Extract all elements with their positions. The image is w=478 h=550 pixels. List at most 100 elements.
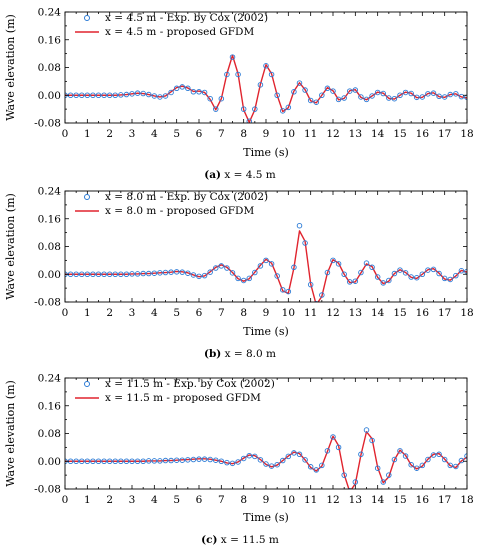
experiment-point <box>347 279 353 285</box>
experiment-point <box>464 453 467 459</box>
experiment-point <box>129 271 135 277</box>
x-tick-label: 12 <box>326 494 339 506</box>
experiment-point <box>157 458 163 464</box>
experiment-point <box>240 106 247 112</box>
x-tick-label: 10 <box>282 307 295 319</box>
experiment-point <box>268 261 275 267</box>
experiment-point <box>430 266 437 273</box>
experiment-point <box>425 456 431 463</box>
experiment-point <box>151 93 158 99</box>
y-tick-label: 0.24 <box>38 373 62 385</box>
experiment-point <box>123 271 130 278</box>
experiment-point <box>207 95 213 102</box>
y-tick-label: 0.00 <box>38 90 61 102</box>
experiment-point <box>464 268 467 275</box>
experiment-point <box>207 456 213 463</box>
x-tick-label: 13 <box>349 494 362 506</box>
experiment-point <box>447 91 454 98</box>
experiment-point <box>263 257 269 264</box>
experiment-point <box>168 89 174 96</box>
experiment-point <box>196 456 202 462</box>
experiment-point <box>402 270 409 276</box>
experiment-point <box>78 271 85 278</box>
x-tick-label: 7 <box>218 128 225 140</box>
experiment-point <box>386 95 392 101</box>
experiment-point <box>73 458 79 465</box>
experiment-point <box>313 99 320 105</box>
y-tick-label: 0.16 <box>38 213 62 225</box>
experiment-point <box>263 461 269 467</box>
panel-a: 0 1 2 3 4 5 6 7 8 9 10 11 12 13 14 15 16 17 18-0.080.000.0… <box>4 7 474 182</box>
x-tick-label: 10 <box>282 494 295 506</box>
x-tick-label: 15 <box>393 128 406 140</box>
experiment-point <box>118 458 124 465</box>
experiment-point <box>196 273 202 280</box>
experiment-point <box>352 479 359 485</box>
experiment-point <box>212 457 219 463</box>
experiment-point <box>246 452 252 459</box>
experiment-point <box>274 461 280 468</box>
x-tick-label: 12 <box>326 128 339 140</box>
x-tick-label: 8 <box>240 494 247 506</box>
experiment-point <box>402 453 409 459</box>
x-tick-label: 5 <box>173 307 180 319</box>
experiment-point <box>319 292 325 298</box>
x-axis-label: Time (s) <box>243 146 289 159</box>
experiment-point <box>101 92 107 98</box>
experiment-point <box>257 457 264 463</box>
experiment-point <box>285 453 292 460</box>
experiment-point <box>280 108 286 114</box>
experiment-point <box>84 458 91 465</box>
x-tick-label: 0 <box>62 307 69 319</box>
legend-gfdm-label: x = 11.5 m - proposed GFDM <box>105 392 261 404</box>
x-tick-label: 8 <box>240 307 247 319</box>
x-tick-label: 9 <box>263 494 270 506</box>
experiment-point <box>179 269 185 275</box>
x-tick-label: 0 <box>62 128 69 140</box>
experiment-point <box>140 90 146 97</box>
experiment-point <box>257 82 264 88</box>
experiment-point <box>296 222 303 229</box>
legend-experiment-marker <box>84 194 90 200</box>
experiment-point <box>341 95 347 101</box>
experiment-point <box>414 94 420 101</box>
experiment-point <box>441 94 448 100</box>
legend-experiment-label: x = 4.5 m - Exp. by Cox (2002) <box>105 12 268 24</box>
experiment-point <box>84 271 91 278</box>
experiment-point <box>268 71 275 78</box>
experiment-point <box>145 91 152 98</box>
experiment-point <box>246 275 252 282</box>
experiment-point <box>319 92 325 98</box>
experiment-point <box>151 458 158 464</box>
experiment-point <box>240 277 247 284</box>
panel-caption-label: (b) <box>204 348 221 360</box>
experiment-point <box>408 461 414 468</box>
experiment-point <box>123 458 130 465</box>
experiment-point <box>212 265 219 271</box>
x-tick-label: 6 <box>196 494 203 506</box>
x-tick-label: 3 <box>129 128 136 140</box>
experiment-point <box>157 94 163 100</box>
panel-caption-label: (a) <box>204 169 221 181</box>
experiment-point <box>419 271 426 278</box>
experiment-point <box>352 87 359 93</box>
experiment-point <box>185 457 191 463</box>
experiment-point <box>386 472 392 478</box>
experiment-point <box>397 448 403 454</box>
y-tick-label: 0.08 <box>38 241 61 253</box>
y-tick-label: -0.08 <box>34 297 61 309</box>
y-tick-label: 0.16 <box>38 34 62 46</box>
x-tick-label: 8 <box>240 128 247 140</box>
plot-area <box>65 427 467 489</box>
experiment-point <box>78 458 85 465</box>
experiment-point <box>397 92 403 98</box>
x-tick-label: 18 <box>460 307 473 319</box>
experiment-point <box>374 89 381 96</box>
legend-gfdm-label: x = 8.0 m - proposed GFDM <box>105 205 254 217</box>
experiment-point <box>313 467 320 473</box>
experiment-point <box>458 93 465 100</box>
x-tick-label: 7 <box>218 494 225 506</box>
experiment-point <box>285 288 292 295</box>
experiment-point <box>341 271 347 278</box>
